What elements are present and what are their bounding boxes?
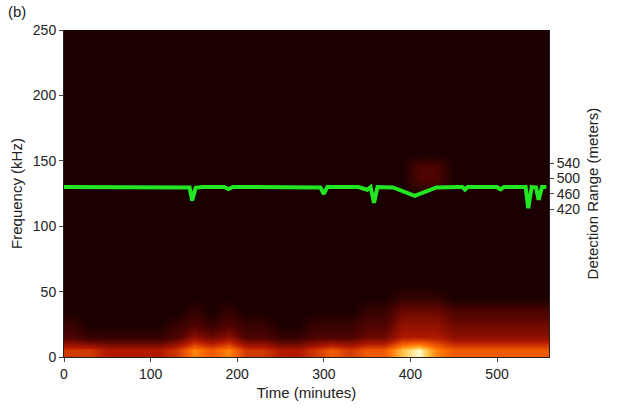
svg-text:100: 100 — [33, 218, 57, 234]
svg-text:(b): (b) — [8, 3, 26, 20]
svg-text:0: 0 — [60, 366, 68, 382]
svg-text:460: 460 — [557, 186, 581, 202]
svg-text:400: 400 — [399, 366, 423, 382]
svg-text:150: 150 — [33, 153, 57, 169]
svg-text:500: 500 — [557, 170, 581, 186]
svg-text:Detection Range (meters): Detection Range (meters) — [584, 108, 601, 280]
svg-text:Frequency (kHz): Frequency (kHz) — [8, 138, 25, 249]
svg-text:200: 200 — [226, 366, 250, 382]
svg-text:420: 420 — [557, 201, 581, 217]
svg-text:300: 300 — [312, 366, 336, 382]
svg-text:100: 100 — [139, 366, 163, 382]
svg-text:540: 540 — [557, 155, 581, 171]
svg-text:250: 250 — [33, 22, 57, 38]
svg-text:0: 0 — [48, 349, 56, 365]
svg-text:200: 200 — [33, 87, 57, 103]
svg-text:50: 50 — [41, 284, 57, 300]
svg-text:500: 500 — [485, 366, 509, 382]
svg-text:Time (minutes): Time (minutes) — [257, 384, 356, 401]
